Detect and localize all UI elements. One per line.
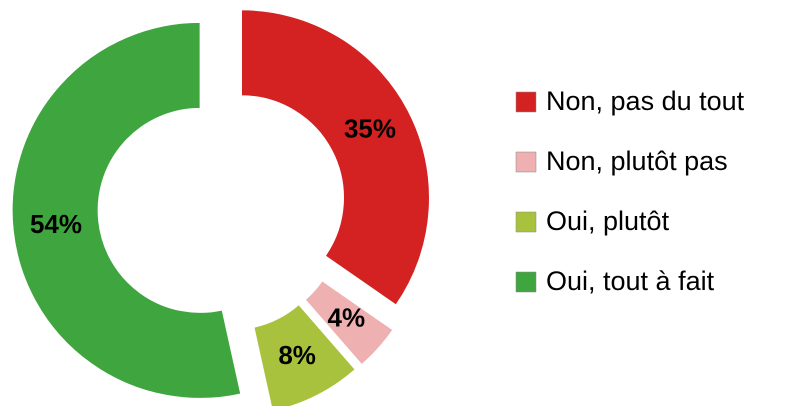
legend-label: Oui, tout à fait bbox=[546, 266, 715, 296]
legend-swatch bbox=[515, 151, 537, 173]
legend-label: Non, pas du tout bbox=[546, 86, 745, 116]
data-label: 8% bbox=[278, 340, 316, 370]
legend-swatch bbox=[515, 211, 537, 233]
data-label: 4% bbox=[328, 302, 366, 332]
legend-swatch bbox=[515, 91, 537, 113]
slice bbox=[304, 280, 394, 366]
slice bbox=[11, 21, 242, 399]
legend-swatch bbox=[515, 271, 537, 293]
legend-label: Oui, plutôt bbox=[546, 206, 670, 236]
slice bbox=[240, 9, 430, 306]
slice bbox=[253, 303, 356, 406]
legend-label: Non, plutôt pas bbox=[546, 146, 728, 176]
data-label: 54% bbox=[30, 209, 82, 239]
data-label: 35% bbox=[344, 113, 396, 143]
